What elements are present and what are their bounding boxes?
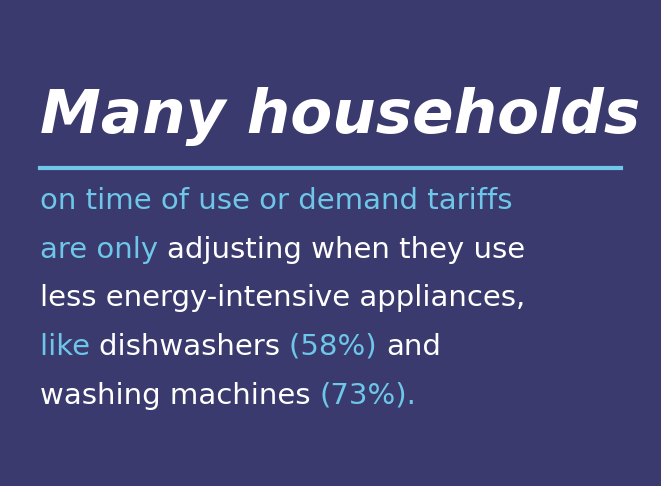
- Text: like: like: [40, 333, 99, 361]
- Text: and: and: [386, 333, 441, 361]
- Text: dishwashers: dishwashers: [99, 333, 289, 361]
- Text: (58%): (58%): [289, 333, 386, 361]
- Text: (73%).: (73%).: [319, 382, 416, 410]
- Text: Many households: Many households: [40, 87, 640, 146]
- Text: adjusting when they use: adjusting when they use: [167, 236, 525, 264]
- Text: on time of use or demand tariffs: on time of use or demand tariffs: [40, 187, 512, 215]
- Text: washing machines: washing machines: [40, 382, 319, 410]
- Text: are only: are only: [40, 236, 167, 264]
- Text: less energy-intensive appliances,: less energy-intensive appliances,: [40, 284, 525, 312]
